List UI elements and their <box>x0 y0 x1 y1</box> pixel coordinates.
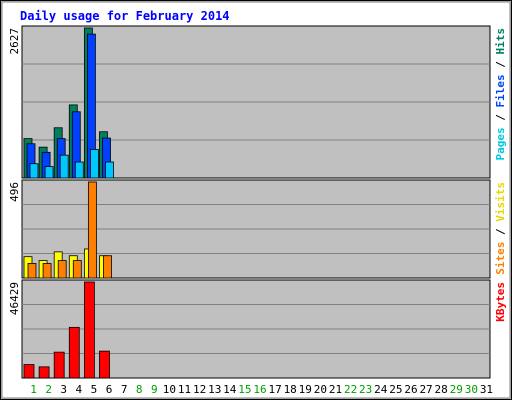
x-tick-label-day-18: 18 <box>284 383 297 396</box>
x-tick-label-day-15: 15 <box>238 383 251 396</box>
x-tick-label-day-5: 5 <box>91 383 98 396</box>
x-tick-label-day-26: 26 <box>404 383 417 396</box>
bar-pages-day-2 <box>44 166 54 179</box>
panel-bottom: 46429 KBytes <box>8 279 507 379</box>
x-tick-label-day-27: 27 <box>419 383 432 396</box>
x-tick-label-day-2: 2 <box>45 383 52 396</box>
bar-kbytes-day-2 <box>38 366 50 379</box>
legend-entry: Files <box>494 74 507 107</box>
x-tick-label-day-25: 25 <box>389 383 402 396</box>
x-tick-label-day-13: 13 <box>208 383 221 396</box>
x-tick-label-day-12: 12 <box>193 383 206 396</box>
x-tick-label-day-29: 29 <box>450 383 463 396</box>
x-tick-label-day-28: 28 <box>435 383 448 396</box>
panel-bottom-legend: KBytes <box>494 282 507 322</box>
bar-pages-day-4 <box>74 161 84 179</box>
legend-entry: / <box>494 55 507 75</box>
bar-pages-day-3 <box>59 154 69 179</box>
bar-kbytes-day-3 <box>53 351 65 379</box>
panel-middle-legend: Sites / Visits <box>494 182 507 275</box>
bar-sites-day-4 <box>72 260 82 279</box>
legend-entry: / <box>494 108 507 128</box>
legend-entry: KBytes <box>494 282 507 322</box>
bar-kbytes-day-1 <box>23 364 35 379</box>
bar-kbytes-day-6 <box>99 350 110 379</box>
x-tick-label-day-31: 31 <box>480 383 493 396</box>
x-tick-label-day-4: 4 <box>76 383 83 396</box>
x-tick-label-day-22: 22 <box>344 383 357 396</box>
bar-sites-day-5 <box>87 181 97 279</box>
panel-top-legend: Pages / Files / Hits <box>494 28 507 161</box>
x-tick-label-day-3: 3 <box>60 383 67 396</box>
bar-pages-day-5 <box>89 149 99 179</box>
x-tick-label-day-24: 24 <box>374 383 388 396</box>
legend-entry: Sites <box>494 242 507 275</box>
bar-sites-day-6 <box>103 255 112 279</box>
chart-title: Daily usage for February 2014 <box>20 9 230 23</box>
panel-bottom-max-label: 46429 <box>8 282 21 315</box>
x-tick-label-day-11: 11 <box>178 383 191 396</box>
legend-entry: Hits <box>494 28 507 55</box>
x-tick-label-day-19: 19 <box>299 383 312 396</box>
x-tick-label-day-9: 9 <box>151 383 158 396</box>
panel-top: 2627 Pages / Files / Hits <box>8 25 507 179</box>
x-tick-label-day-17: 17 <box>268 383 281 396</box>
bar-kbytes-day-5 <box>83 281 95 379</box>
x-tick-label-day-7: 7 <box>121 383 128 396</box>
bar-sites-day-3 <box>57 260 67 279</box>
bar-pages-day-1 <box>29 163 39 179</box>
panel-middle: 496 Sites / Visits <box>8 179 507 279</box>
x-tick-label-day-1: 1 <box>30 383 37 396</box>
panel-top-max-label: 2627 <box>8 28 21 55</box>
bar-sites-day-2 <box>42 263 52 279</box>
panel-middle-max-label: 496 <box>8 182 21 202</box>
legend-entry: / <box>494 222 507 242</box>
x-tick-label-day-14: 14 <box>223 383 237 396</box>
legend-entry: Visits <box>494 182 507 222</box>
bar-kbytes-day-4 <box>68 326 80 379</box>
bar-pages-day-6 <box>105 161 114 179</box>
x-tick-label-day-8: 8 <box>136 383 143 396</box>
x-tick-label-day-10: 10 <box>163 383 176 396</box>
x-tick-label-day-16: 16 <box>253 383 266 396</box>
bar-sites-day-1 <box>27 263 37 279</box>
x-tick-label-day-20: 20 <box>314 383 327 396</box>
x-tick-label-day-21: 21 <box>329 383 342 396</box>
legend-entry: Pages <box>494 127 507 160</box>
x-tick-label-day-6: 6 <box>106 383 113 396</box>
x-tick-label-day-23: 23 <box>359 383 372 396</box>
x-tick-label-day-30: 30 <box>465 383 478 396</box>
